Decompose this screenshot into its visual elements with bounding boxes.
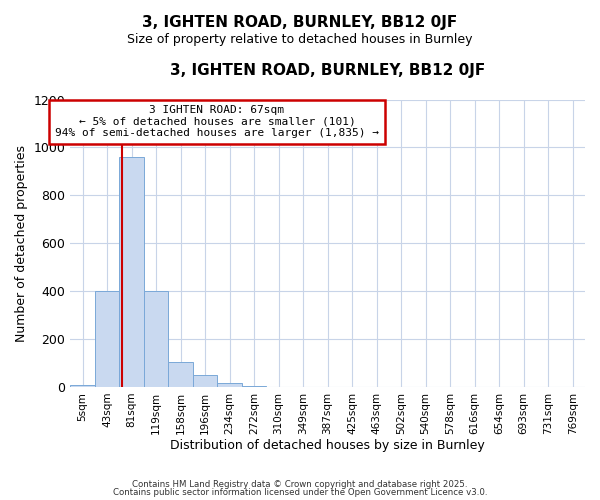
Bar bbox=[242, 386, 266, 387]
Title: 3, IGHTEN ROAD, BURNLEY, BB12 0JF: 3, IGHTEN ROAD, BURNLEY, BB12 0JF bbox=[170, 62, 485, 78]
Text: 3 IGHTEN ROAD: 67sqm
← 5% of detached houses are smaller (101)
94% of semi-detac: 3 IGHTEN ROAD: 67sqm ← 5% of detached ho… bbox=[55, 105, 379, 138]
Bar bbox=[193, 375, 217, 387]
Text: Size of property relative to detached houses in Burnley: Size of property relative to detached ho… bbox=[127, 32, 473, 46]
Y-axis label: Number of detached properties: Number of detached properties bbox=[15, 144, 28, 342]
X-axis label: Distribution of detached houses by size in Burnley: Distribution of detached houses by size … bbox=[170, 440, 485, 452]
Bar bbox=[70, 384, 95, 387]
Bar bbox=[95, 291, 119, 387]
Text: 3, IGHTEN ROAD, BURNLEY, BB12 0JF: 3, IGHTEN ROAD, BURNLEY, BB12 0JF bbox=[142, 15, 458, 30]
Text: Contains public sector information licensed under the Open Government Licence v3: Contains public sector information licen… bbox=[113, 488, 487, 497]
Bar bbox=[169, 362, 193, 387]
Bar bbox=[144, 291, 169, 387]
Bar bbox=[119, 157, 144, 387]
Text: Contains HM Land Registry data © Crown copyright and database right 2025.: Contains HM Land Registry data © Crown c… bbox=[132, 480, 468, 489]
Bar bbox=[217, 382, 242, 387]
